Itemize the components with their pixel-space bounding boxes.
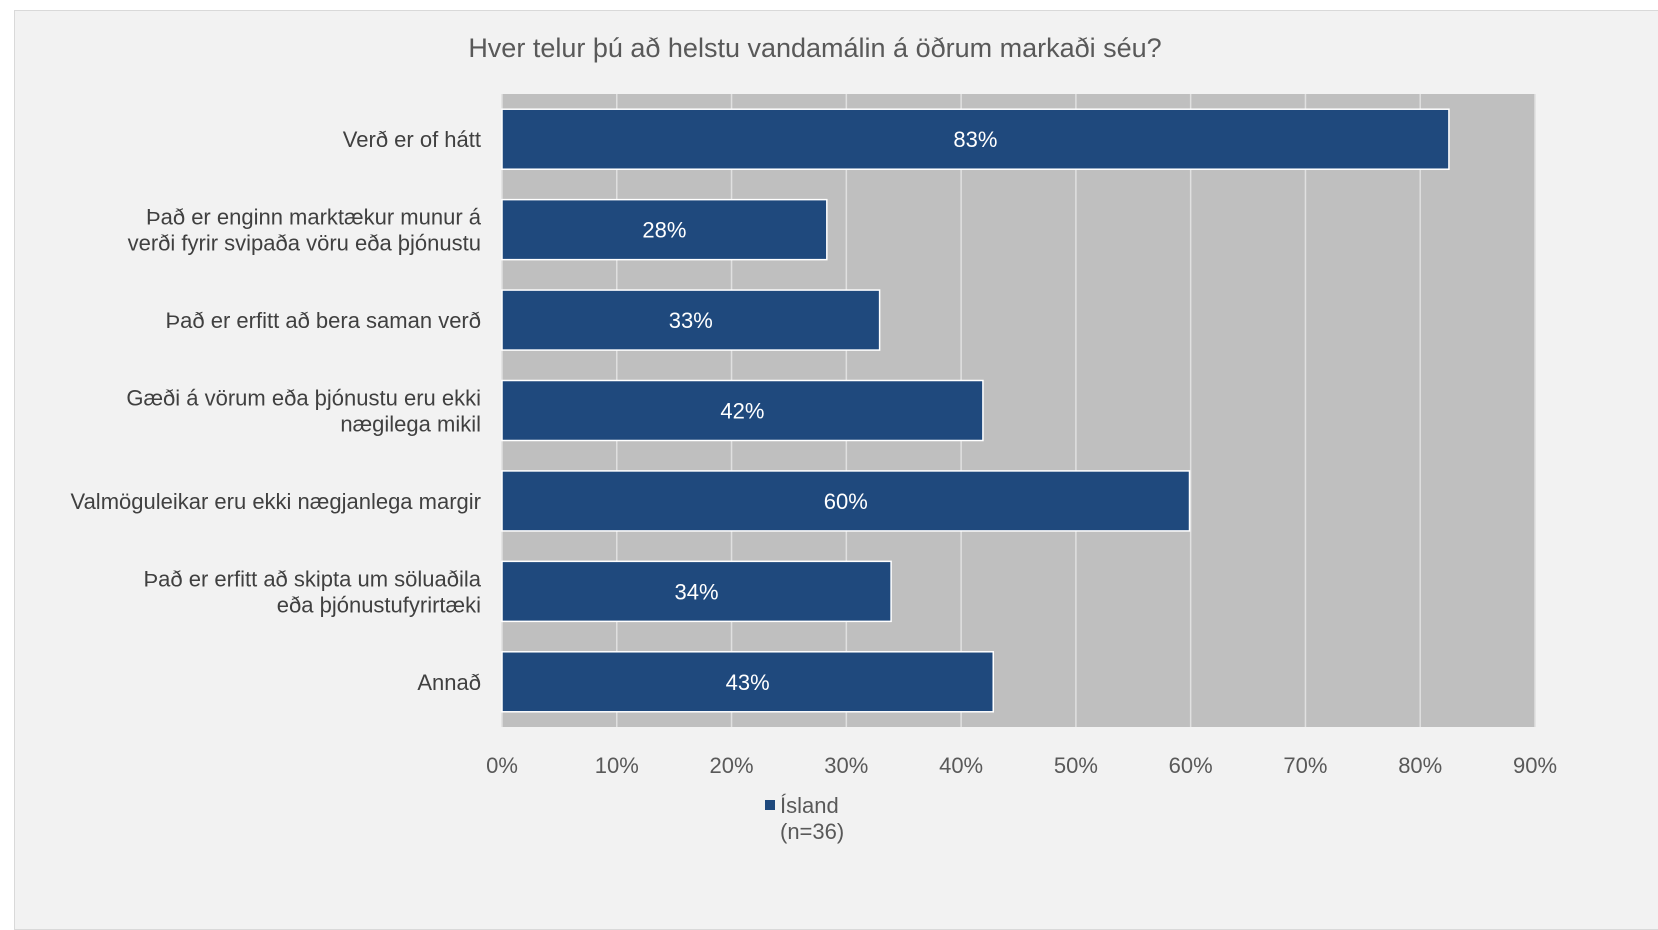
x-tick-label: 30% — [824, 753, 868, 778]
chart-title: Hver telur þú að helstu vandamálin á öðr… — [468, 33, 1161, 63]
bar — [501, 289, 881, 351]
chart-area: Hver telur þú að helstu vandamálin á öðr… — [14, 10, 1658, 930]
category-label: Það er erfitt að skipta um söluaðila eða … — [143, 566, 481, 617]
data-label: 43% — [726, 670, 770, 695]
x-tick-label: 40% — [939, 753, 983, 778]
bar — [501, 470, 1191, 532]
x-tick-label: 10% — [595, 753, 639, 778]
data-label: 34% — [675, 579, 719, 604]
x-tick-label: 0% — [486, 753, 518, 778]
bar-chart: Hver telur þú að helstu vandamálin á öðr… — [71, 33, 1557, 844]
category-label: Það er erfitt að bera saman verð — [166, 308, 482, 333]
data-label: 33% — [669, 308, 713, 333]
x-tick-label: 80% — [1398, 753, 1442, 778]
data-label: 28% — [642, 218, 686, 243]
legend: Ísland (n=36) — [765, 793, 844, 844]
category-label: Það er enginn marktækur munur á verði fyr… — [128, 205, 482, 256]
x-tick-label: 60% — [1169, 753, 1213, 778]
data-label: 83% — [953, 127, 997, 152]
x-axis-ticks: 0% 10% 20% 30% 40% 50% 60% 70% 80% 90% — [486, 753, 1557, 778]
x-tick-label: 70% — [1283, 753, 1327, 778]
bar — [501, 198, 828, 261]
bar — [501, 108, 1450, 170]
x-tick-label: 20% — [710, 753, 754, 778]
data-label: 42% — [720, 399, 764, 424]
category-label: Annað — [417, 670, 481, 695]
bar — [501, 560, 892, 623]
data-label: 60% — [824, 489, 868, 514]
x-tick-label: 90% — [1513, 753, 1557, 778]
bar — [501, 379, 984, 442]
x-tick-label: 50% — [1054, 753, 1098, 778]
bar — [501, 651, 994, 713]
category-labels: Verð er of hátt Það er enginn marktækur m… — [71, 127, 482, 695]
bars-group: 83% 28% 33% 42% 60% 34% 43% — [501, 108, 1450, 713]
legend-swatch — [765, 800, 775, 810]
legend-label: Ísland (n=36) — [780, 793, 844, 844]
category-label: Verð er of hátt — [343, 127, 481, 152]
category-label: Valmöguleikar eru ekki nægjanlega margir — [71, 489, 481, 514]
category-label: Gæði á vörum eða þjónustu eru ekki nægile… — [126, 386, 481, 437]
